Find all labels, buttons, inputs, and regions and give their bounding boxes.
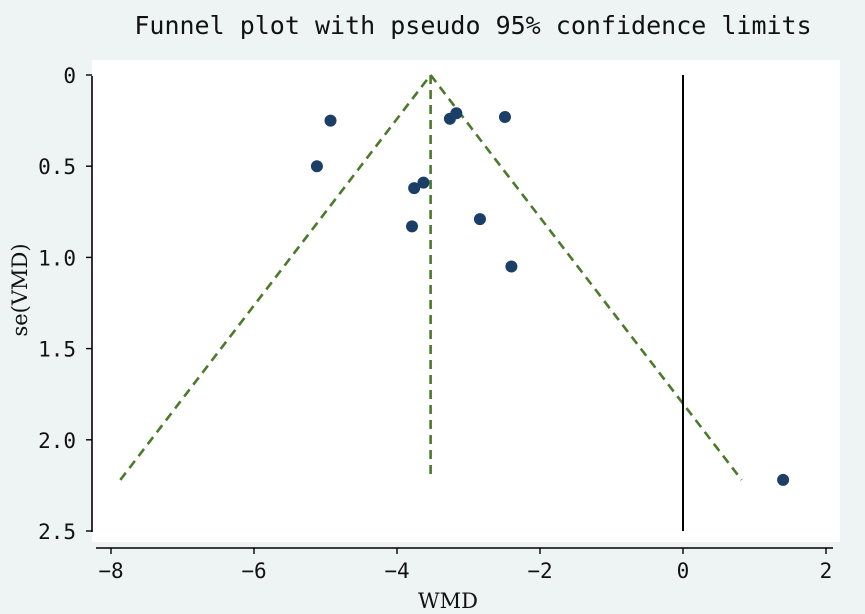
y-tick-label: 0.5 [38,155,76,179]
ci-upper-line [429,74,743,481]
y-tick-label: 1.0 [38,246,76,270]
y-tick-label: 0 [63,64,76,88]
ci-lower-line [119,74,432,481]
study-point-5 [408,182,421,195]
chart-title: Funnel plot with pseudo 95% confidence l… [134,11,811,40]
study-point-7 [406,220,419,233]
x-tick-label: −6 [241,559,266,583]
x-tick-label: −4 [384,559,409,583]
study-point-8 [473,213,486,226]
y-tick-label: 2.5 [38,520,76,544]
x-tick-label: 2 [820,559,833,583]
study-point-10 [777,473,790,486]
study-points [310,107,790,486]
axes [91,76,833,549]
x-ticks: −8 −6 −4 −2 0 2 [98,548,832,583]
x-axis-label: WMD [418,589,478,613]
plot-area [92,60,840,542]
x-tick-label: −2 [527,559,552,583]
study-point-1 [310,160,323,173]
y-axis-label: se(VMD) [8,243,32,336]
y-ticks: 0 0.5 1.0 1.5 2.0 2.5 [38,64,92,544]
x-tick-label: 0 [677,559,690,583]
pseudo-confidence-limits [119,74,743,481]
study-point-3 [450,107,463,120]
y-tick-label: 2.0 [38,429,76,453]
y-tick-label: 1.5 [38,338,76,362]
study-point-4 [498,110,511,123]
study-point-9 [505,260,518,273]
study-point-0 [324,114,337,127]
x-tick-label: −8 [98,559,123,583]
study-point-6 [417,176,430,189]
